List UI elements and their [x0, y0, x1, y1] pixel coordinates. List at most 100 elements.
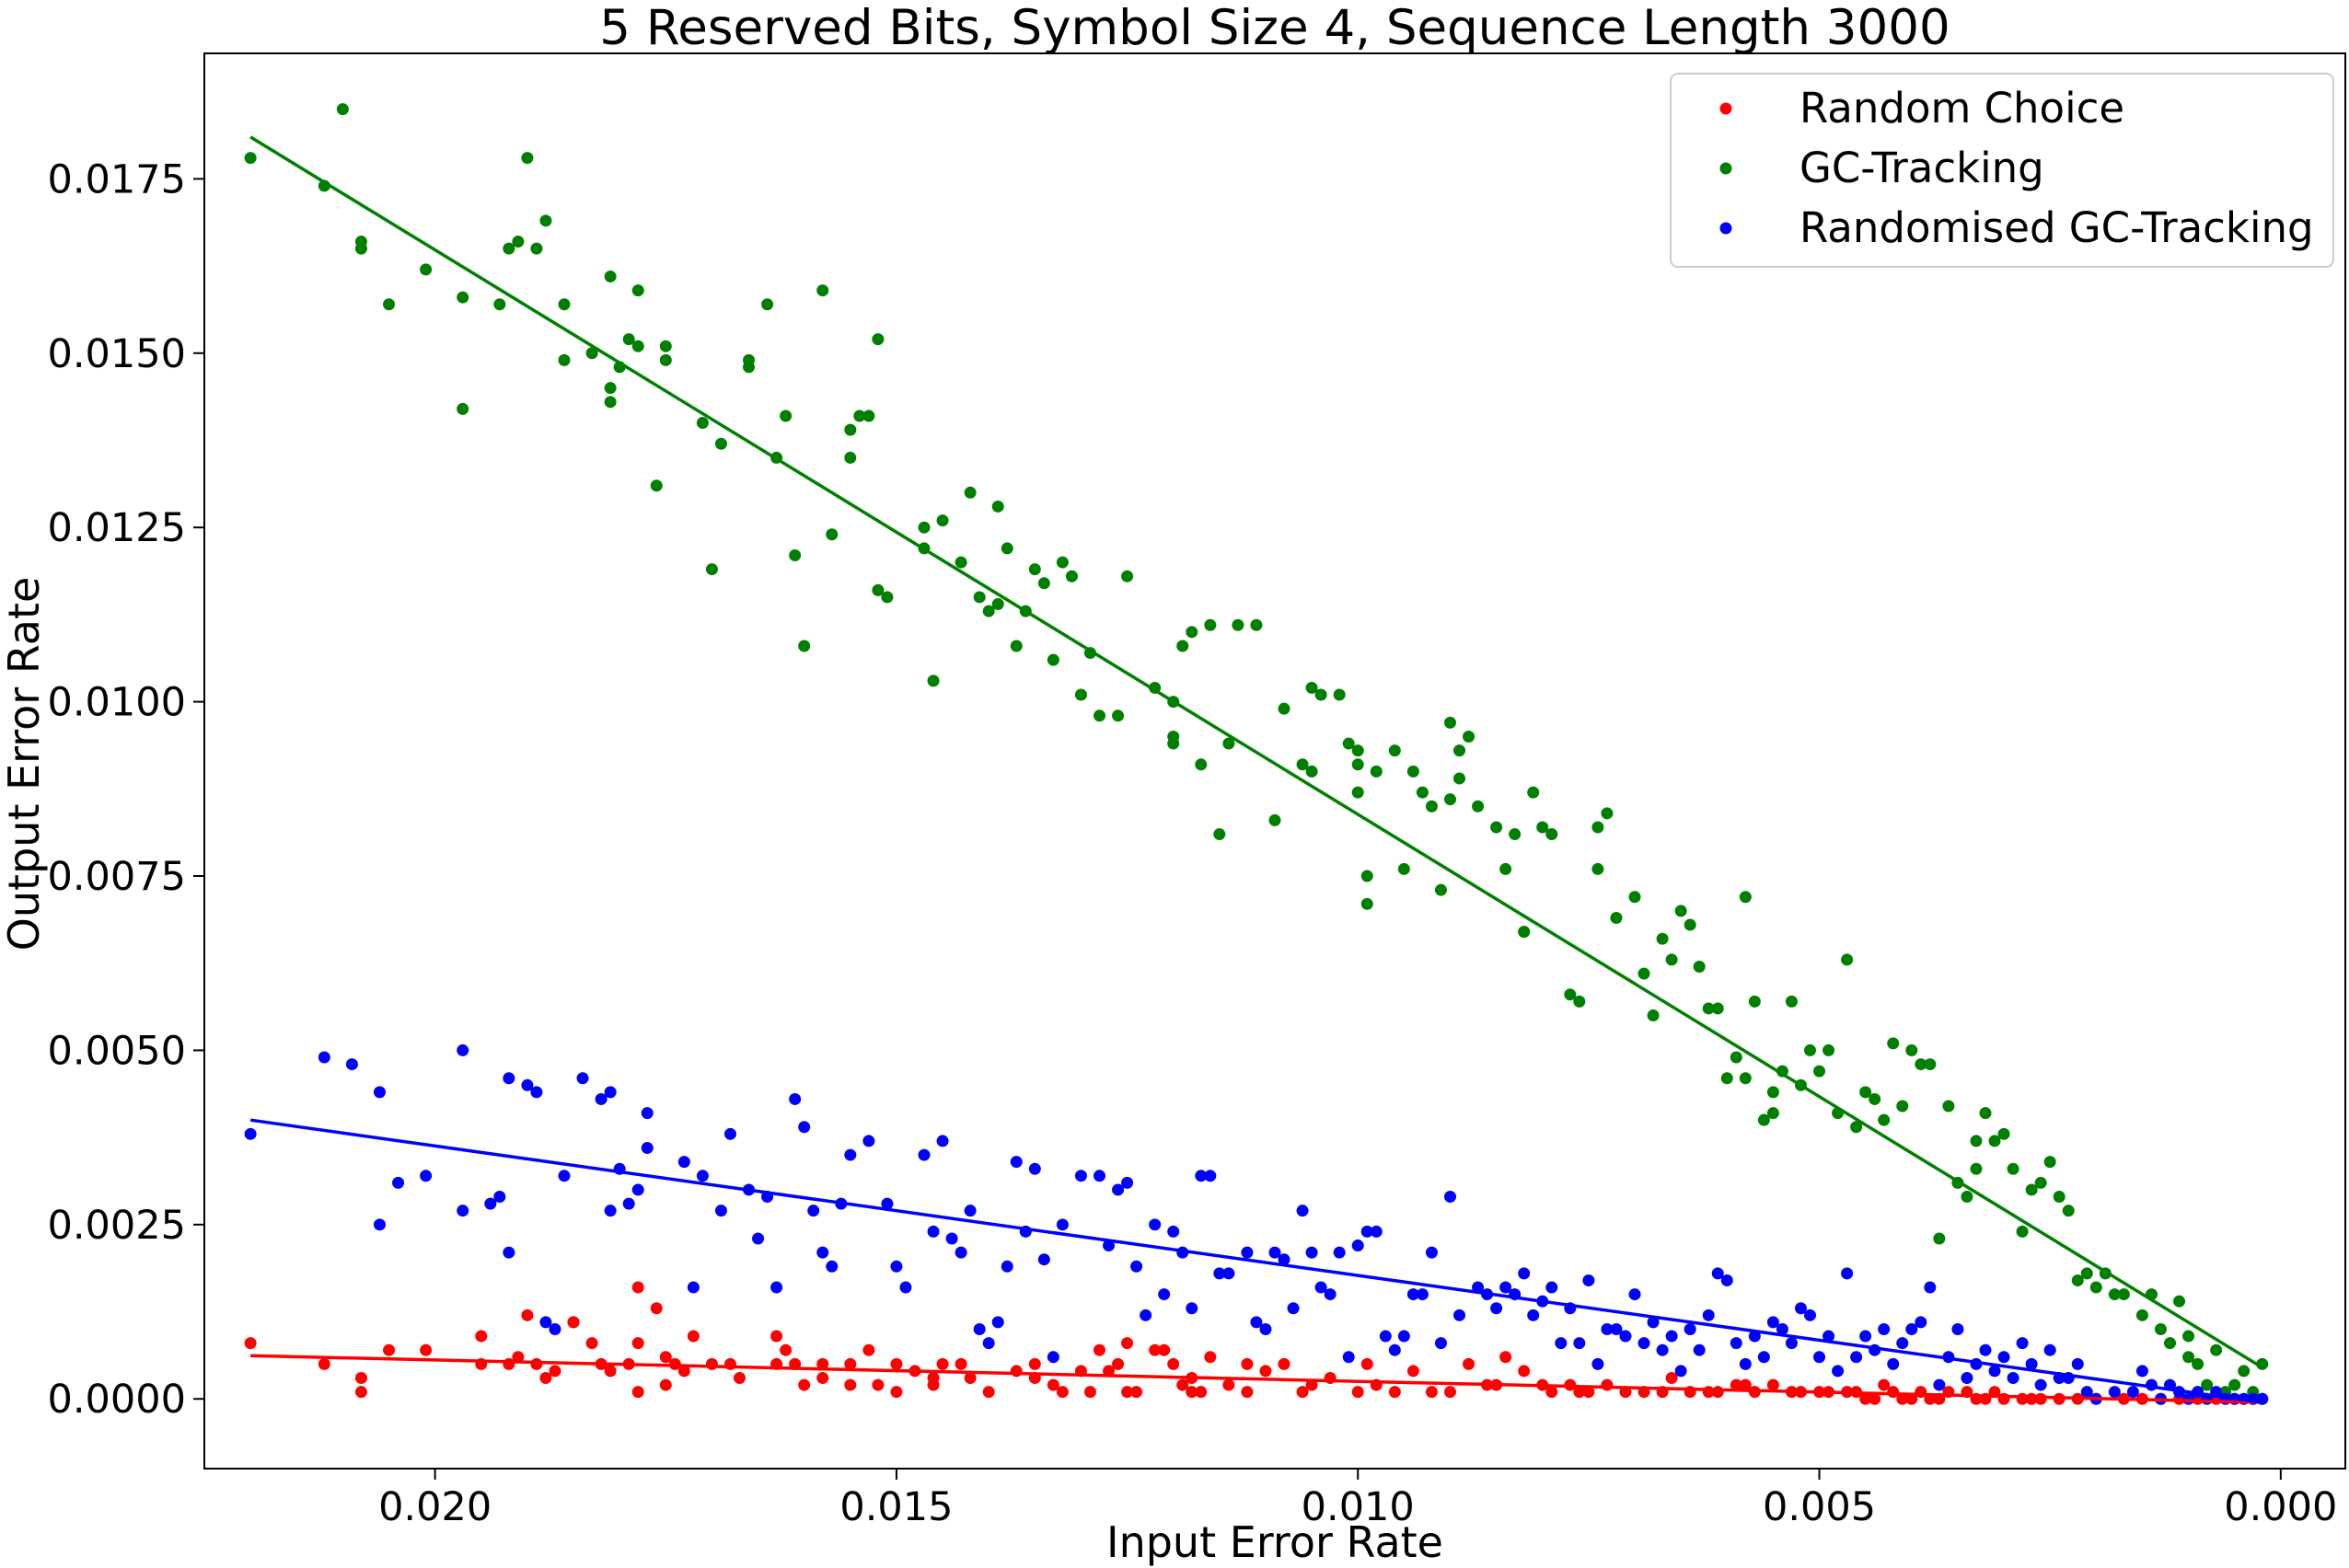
- data-point: [816, 284, 829, 297]
- data-point: [1360, 897, 1373, 910]
- data-point: [1961, 1191, 1973, 1204]
- data-point: [2034, 1378, 2047, 1391]
- data-point: [789, 548, 802, 561]
- data-point: [2016, 1337, 2029, 1350]
- data-point: [1028, 1162, 1041, 1175]
- data-point: [1591, 821, 1604, 834]
- data-point: [955, 1357, 967, 1370]
- data-point: [604, 1086, 617, 1099]
- data-point: [1499, 1281, 1512, 1294]
- data-point: [2238, 1365, 2251, 1378]
- data-point: [1195, 1386, 1208, 1399]
- data-point: [1582, 1274, 1595, 1286]
- data-point: [1103, 1239, 1116, 1252]
- data-point: [493, 298, 506, 311]
- data-point: [872, 583, 885, 596]
- data-point: [503, 1072, 515, 1085]
- data-point: [1933, 1378, 1946, 1391]
- data-point: [457, 291, 469, 304]
- data-point: [872, 1378, 885, 1391]
- legend-marker: [1719, 162, 1732, 175]
- data-point: [1342, 737, 1355, 750]
- data-point: [1296, 1205, 1309, 1217]
- data-point: [631, 1337, 644, 1350]
- data-point: [1314, 1281, 1327, 1294]
- data-point: [457, 402, 469, 415]
- data-point: [512, 236, 525, 248]
- data-point: [457, 1043, 469, 1056]
- data-point: [890, 1357, 903, 1370]
- data-point: [734, 1372, 746, 1385]
- data-point: [1518, 1267, 1531, 1280]
- data-point: [1112, 709, 1125, 722]
- data-point: [1158, 1343, 1171, 1356]
- data-point: [1822, 1330, 1835, 1343]
- data-point: [1324, 1288, 1336, 1301]
- data-point: [1591, 1357, 1604, 1370]
- data-point: [1878, 1322, 1891, 1335]
- data-point: [1859, 1330, 1872, 1343]
- data-point: [1305, 681, 1318, 694]
- data-point: [1222, 737, 1235, 750]
- data-point: [1970, 1135, 1983, 1147]
- data-point: [1518, 1365, 1531, 1378]
- data-point: [1757, 1351, 1770, 1364]
- data-point: [1472, 800, 1485, 813]
- data-point: [2108, 1386, 2121, 1399]
- data-point: [1443, 716, 1456, 729]
- data-point: [2135, 1309, 2148, 1321]
- data-point: [1287, 1302, 1300, 1315]
- data-point: [1739, 1378, 1752, 1391]
- data-point: [650, 479, 663, 492]
- data-point: [1278, 702, 1290, 715]
- data-point: [1121, 1386, 1134, 1399]
- data-point: [1065, 570, 1078, 582]
- data-point: [696, 417, 709, 430]
- data-point: [1056, 1218, 1069, 1231]
- data-point: [1232, 618, 1244, 631]
- data-point: [1951, 1322, 1964, 1335]
- data-point: [1647, 1316, 1660, 1329]
- data-point: [1186, 1302, 1198, 1315]
- data-point: [807, 1205, 820, 1217]
- data-point: [512, 1351, 525, 1364]
- data-point: [1434, 883, 1447, 896]
- data-point: [1573, 995, 1586, 1008]
- data-point: [1388, 744, 1401, 757]
- data-point: [1259, 1322, 1272, 1335]
- x-tick-label: 0.005: [1763, 1484, 1876, 1530]
- data-point: [373, 1086, 386, 1099]
- data-point: [1757, 1113, 1770, 1126]
- data-point: [1010, 640, 1023, 652]
- data-point: [530, 1086, 543, 1099]
- data-point: [1637, 967, 1650, 980]
- data-point: [844, 1148, 857, 1161]
- data-point: [1730, 1378, 1742, 1391]
- data-point: [1766, 1316, 1779, 1329]
- data-point: [1204, 1351, 1217, 1364]
- data-point: [881, 591, 894, 604]
- data-point: [383, 1343, 396, 1356]
- data-point: [1924, 1058, 1937, 1071]
- data-point: [964, 1205, 977, 1217]
- data-point: [1509, 828, 1522, 841]
- data-point: [1619, 1330, 1632, 1343]
- data-point: [1213, 828, 1226, 841]
- data-point: [1351, 758, 1364, 771]
- data-point: [1130, 1260, 1143, 1273]
- data-point: [2007, 1372, 2019, 1385]
- data-point: [539, 214, 552, 227]
- data-point: [631, 284, 644, 297]
- data-point: [1739, 1072, 1752, 1085]
- data-point: [1121, 1176, 1134, 1189]
- data-point: [1333, 1246, 1346, 1259]
- data-point: [1545, 1386, 1558, 1399]
- data-point: [1379, 1330, 1392, 1343]
- data-point: [2053, 1191, 2066, 1204]
- chart-title: 5 Reserved Bits, Symbol Size 4, Sequence…: [599, 0, 1950, 56]
- data-point: [991, 500, 1004, 513]
- data-point: [798, 1121, 811, 1134]
- data-point: [826, 1260, 839, 1273]
- data-point: [457, 1205, 469, 1217]
- data-point: [2182, 1330, 2195, 1343]
